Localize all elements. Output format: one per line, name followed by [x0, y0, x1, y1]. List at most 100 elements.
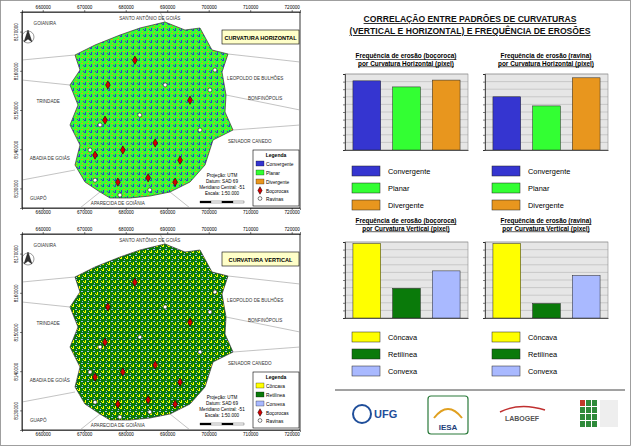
place-label: ABADIA DE GOIÁS [30, 377, 70, 383]
tick-label: 710000 [243, 210, 259, 215]
logo-shape [500, 406, 545, 412]
legend-label: Retilínea [266, 393, 285, 398]
axis-line [23, 232, 301, 235]
tick-mark [292, 10, 293, 12]
tick-label: 720000 [285, 5, 301, 10]
axis-x-bottom: 6600006700006800006900007000007100007200… [23, 208, 301, 215]
map-title: CURVATURA VERTICAL [229, 257, 293, 263]
tick-mark [343, 257, 345, 258]
legend-symbol [258, 197, 262, 201]
logo-shape [592, 421, 597, 427]
tick-mark [292, 232, 293, 234]
logo-shape [353, 405, 371, 423]
erosion-point [93, 151, 98, 159]
logo-shape [586, 400, 591, 406]
bar [353, 81, 381, 150]
tick: 8140000 [14, 140, 22, 158]
tick [483, 303, 485, 304]
scale-bar [233, 423, 244, 425]
tick-label: 660000 [36, 5, 52, 10]
bars [493, 78, 600, 150]
tick-label: 690000 [160, 5, 176, 10]
tick [343, 318, 345, 319]
tick-mark [43, 232, 44, 234]
tick-mark [20, 149, 22, 150]
tick-mark [483, 82, 485, 83]
tick-label: 8150000 [14, 323, 19, 341]
tick [483, 242, 485, 243]
axis-line [343, 75, 346, 151]
place-label: SANTO ANTÔNIO DE GOIÁS [119, 237, 180, 243]
tick [483, 97, 485, 98]
tick [483, 82, 485, 83]
map-note: Datum: SAD 69 [206, 179, 238, 184]
scale-bar [200, 423, 211, 425]
tick-mark [20, 254, 22, 255]
place-label: APARECIDA DE GOIÂNIA [91, 200, 146, 206]
legend-label: Planar [266, 171, 280, 176]
axis-y [343, 243, 346, 319]
tick-mark [483, 74, 485, 75]
logo-shape [428, 396, 468, 434]
tick [343, 112, 345, 113]
tick-mark [250, 232, 251, 234]
chart-title: por Curvatura Vertical (pixel) [502, 225, 589, 233]
tick-label: 8160000 [14, 284, 19, 302]
bar [393, 288, 421, 318]
background [1, 1, 631, 446]
tick: 8130000 [14, 402, 22, 420]
logo-shape [586, 421, 591, 427]
tick [483, 120, 485, 121]
tick-label: 8130000 [14, 402, 19, 420]
municipal-border [233, 125, 300, 130]
tick-label: 720000 [285, 210, 301, 215]
tick: 8170000 [14, 245, 22, 263]
erosion-point [118, 415, 122, 419]
tick [483, 135, 485, 136]
bar-chart: Frequência de erosão (ravina)por Curvatu… [483, 52, 609, 210]
erosion-point [138, 113, 142, 117]
legend-swatch [352, 366, 380, 376]
tick-label: 670000 [77, 432, 93, 437]
tick-mark [343, 318, 345, 319]
legend-label: Planar [528, 184, 550, 193]
erosion-point [213, 68, 217, 72]
tick: 680000 [119, 430, 135, 437]
plot-area [485, 242, 608, 318]
tick-mark [20, 371, 22, 372]
tick [343, 82, 345, 83]
tick [483, 318, 485, 319]
logo-shape [592, 414, 597, 420]
map-legend: LegendaConvergentePlanarDivergenteBoçoro… [253, 150, 299, 206]
legend-swatch [352, 183, 380, 193]
axis-x [346, 318, 469, 320]
bar [432, 80, 460, 150]
chart-legend: ConvergentePlanarDivergente [492, 166, 570, 210]
tick-label: 680000 [119, 227, 135, 232]
tick-label: 8170000 [14, 245, 19, 263]
bar-chart: Frequência de erosão (boçoroca)por Curva… [343, 52, 469, 210]
tick-label: 680000 [119, 432, 135, 437]
tick-label: 8150000 [14, 101, 19, 119]
legend-symbol [258, 409, 262, 416]
axis-line [346, 318, 469, 319]
tick [343, 104, 345, 105]
tick [343, 89, 345, 90]
tick: 710000 [243, 430, 259, 437]
tick-mark [483, 112, 485, 113]
logo-shape [586, 407, 591, 413]
legend-swatch [256, 179, 264, 184]
tick [343, 303, 345, 304]
place-label: LEOPOLDO DE BULHÕES [227, 297, 283, 303]
tick [483, 89, 485, 90]
legend-label: Convexa [388, 367, 418, 376]
logo-shape [592, 400, 597, 406]
tick-label: 690000 [160, 227, 176, 232]
poster: GOIANIRASANTO ANTÔNIO DE GOIÁSLEOPOLDO D… [0, 0, 631, 446]
chart-legend: CôncavaRetilíneaConvexa [492, 332, 558, 376]
tick-mark [343, 82, 345, 83]
legend-title: Legenda [266, 152, 287, 158]
erosion-point [105, 81, 110, 89]
tick-mark [343, 104, 345, 105]
logo-shape [580, 414, 585, 420]
